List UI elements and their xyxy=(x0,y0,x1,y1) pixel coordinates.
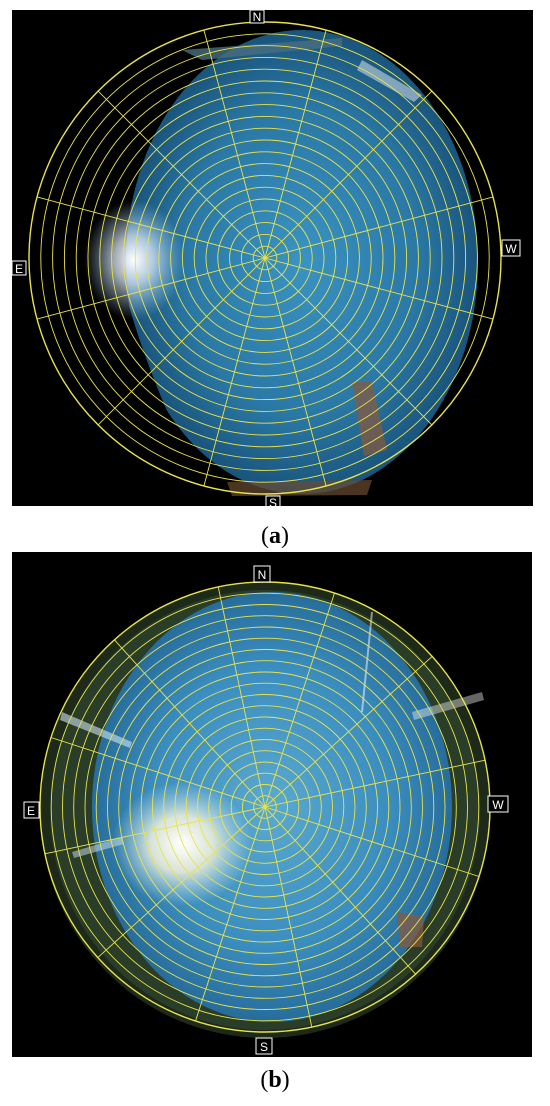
grid-ring xyxy=(129,671,401,943)
grid-ring xyxy=(111,104,419,412)
grid-ring xyxy=(140,682,390,932)
svg-text:W: W xyxy=(492,798,504,812)
grid-ring xyxy=(181,174,349,342)
fisheye-panel-b: N S E W xyxy=(12,552,532,1057)
svg-text:E: E xyxy=(15,262,23,276)
grid-ring xyxy=(122,115,408,401)
grid-ring xyxy=(134,127,396,389)
east-label-a: E xyxy=(12,260,27,276)
grid-ring xyxy=(208,750,322,864)
west-label-a: W xyxy=(501,239,521,257)
svg-text:N: N xyxy=(253,10,262,24)
grid-spoke xyxy=(203,29,327,487)
grid-ring xyxy=(84,626,446,988)
grid-spoke xyxy=(217,586,313,1028)
sun-glare xyxy=(84,200,184,320)
sky-dome xyxy=(126,30,478,494)
grid-ring xyxy=(185,727,345,887)
grid-ring xyxy=(107,649,423,965)
sky-image-b: N S E W xyxy=(23,565,509,1055)
caption-a: (a) xyxy=(261,523,289,549)
grid-ring xyxy=(118,660,412,954)
grid-ring xyxy=(242,784,288,830)
grid-ring xyxy=(52,45,478,471)
grid-ring xyxy=(95,637,435,977)
grid-ring xyxy=(170,163,360,353)
svg-text:S: S xyxy=(269,496,277,506)
grid-ring xyxy=(87,80,443,436)
south-label-a: S xyxy=(265,495,281,506)
grid-ring xyxy=(217,210,313,306)
grid-ring xyxy=(40,33,490,483)
grid-ring xyxy=(158,151,372,365)
west-label-b: W xyxy=(487,795,509,813)
sun-glare xyxy=(112,782,252,906)
grid-ring xyxy=(253,795,277,819)
svg-text:N: N xyxy=(258,568,267,582)
grid-ring xyxy=(152,694,378,920)
polar-grid-b xyxy=(39,581,491,1033)
east-label-b: E xyxy=(23,801,40,819)
north-label-b: N xyxy=(253,565,271,583)
grid-ring xyxy=(163,705,367,909)
south-label-b: S xyxy=(255,1037,273,1055)
grid-ring xyxy=(146,139,384,377)
grid-ring xyxy=(193,186,337,330)
grid-ring xyxy=(229,222,301,294)
grid-ring xyxy=(219,761,311,853)
grid-ring xyxy=(50,592,480,1022)
grid-ring xyxy=(174,716,356,898)
grid-ring xyxy=(28,21,502,495)
grid-ring xyxy=(62,604,468,1010)
north-label-a: N xyxy=(249,10,265,24)
caption-b: (b) xyxy=(260,1067,290,1093)
sky-image-a: N S E W xyxy=(12,10,521,506)
svg-text:W: W xyxy=(505,242,517,256)
grid-ring xyxy=(99,92,431,424)
grid-ring xyxy=(252,245,278,271)
grid-ring xyxy=(197,739,333,875)
polar-grid-a xyxy=(28,21,502,495)
grid-ring xyxy=(230,772,300,842)
grid-ring xyxy=(73,615,457,999)
grid-ring xyxy=(75,68,455,448)
grid-ring xyxy=(63,56,467,460)
svg-text:S: S xyxy=(260,1040,268,1054)
grid-ring xyxy=(240,233,290,283)
svg-text:E: E xyxy=(27,804,35,818)
fisheye-panel-a: N S E W xyxy=(12,10,533,506)
grid-ring xyxy=(205,198,325,318)
